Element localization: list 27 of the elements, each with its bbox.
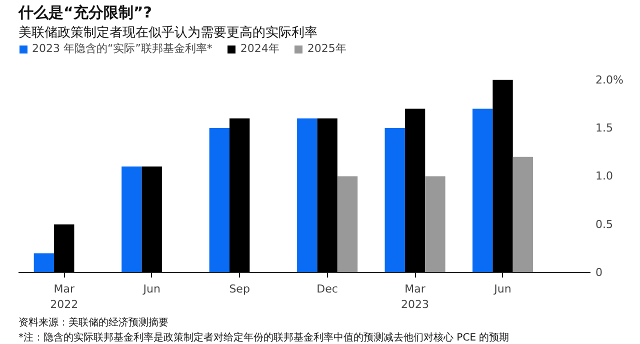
y-tick-label: 0 (596, 266, 602, 279)
bar (512, 156, 534, 272)
text: *注：隐含的实际联邦基金利率是政策制定者对给定年份的联邦基金利率中值的预测减去他们对核心 PCE 的预期 (18, 332, 510, 344)
bar (122, 166, 142, 272)
x-tick-label: Dec (316, 282, 338, 296)
x-tick-label: Mar 2022 (50, 282, 78, 312)
x-tick-label: Jun (493, 282, 512, 296)
x-tick-label: Jun (142, 282, 160, 296)
y-tick-label: 0.5 (596, 218, 613, 231)
bar (425, 176, 446, 272)
text: 资料来源：美联储的经济预测摘要 (18, 316, 168, 328)
y-tick-label: 1.5 (596, 122, 613, 135)
chart-title: 什么是“充分限制”? (18, 4, 152, 22)
legend-label: 2025年 (307, 41, 346, 56)
bar (209, 128, 230, 272)
legend-label: 2023 年隐含的“实际”联邦基金利率* (32, 41, 212, 56)
bar (384, 128, 405, 272)
chart-subtitle: 美联储政策制定者现在似乎认为需要更高的实际利率 (18, 24, 318, 40)
bar (472, 108, 493, 272)
bar (297, 118, 318, 272)
bar (337, 176, 358, 272)
y-tick-label: 1.0 (596, 170, 613, 183)
x-tick-label: Sep (229, 282, 250, 296)
y-tick-label: 2.0% (596, 73, 624, 86)
x-tick-label: Mar 2023 (401, 282, 430, 312)
legend-label: 2024年 (240, 41, 280, 56)
bar (34, 253, 54, 272)
